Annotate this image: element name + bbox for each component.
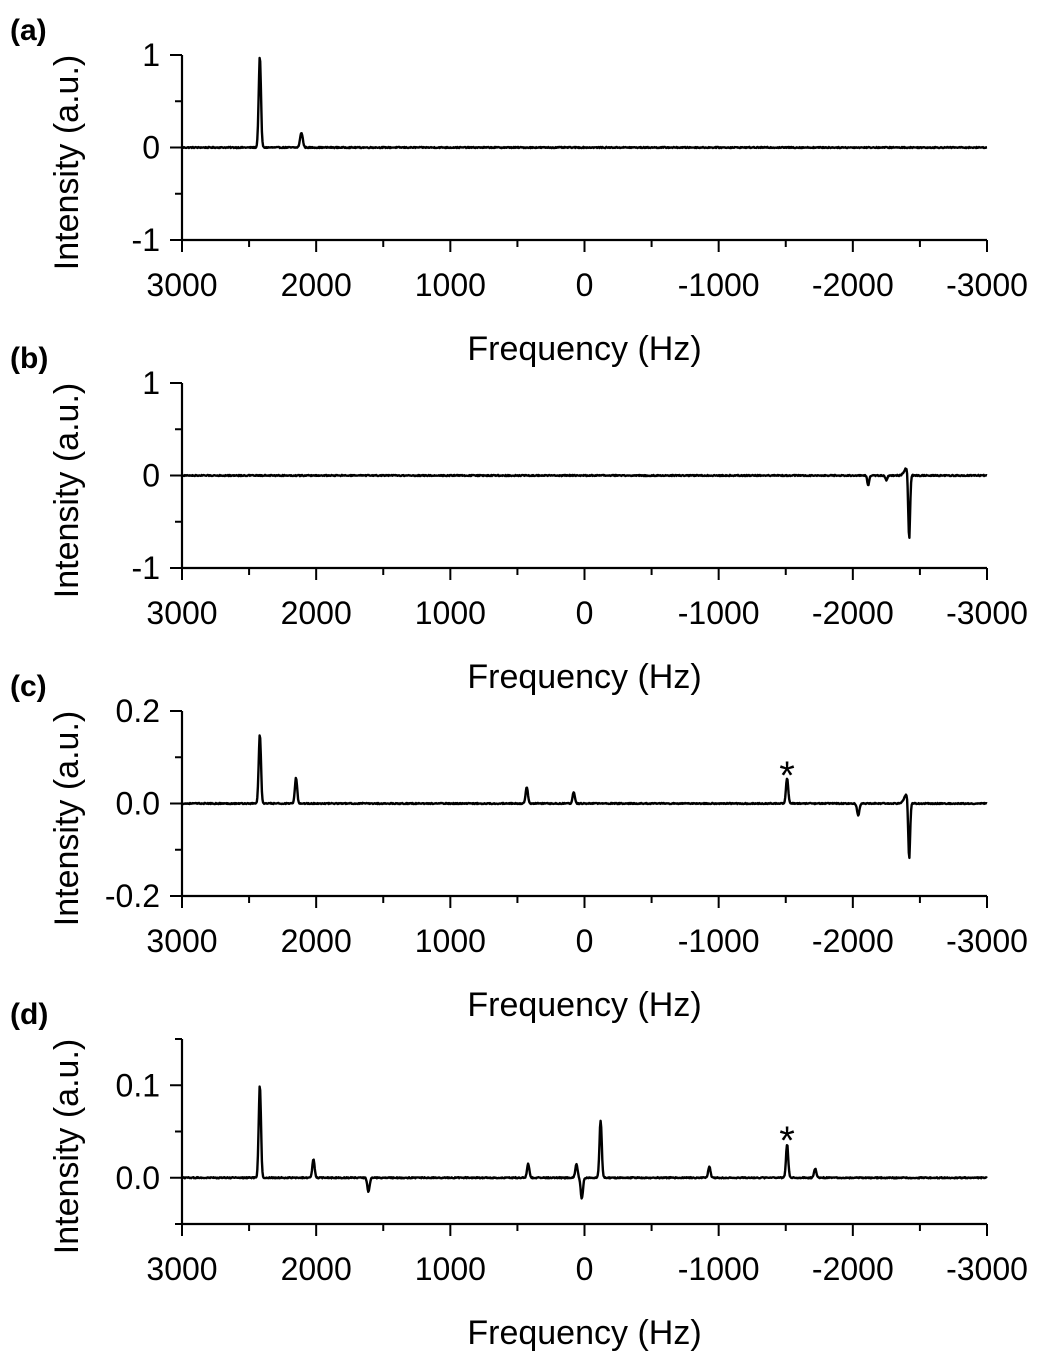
x-tick-label: 0 bbox=[576, 267, 594, 303]
x-tick-label: -1000 bbox=[678, 267, 760, 303]
x-tick-label: 2000 bbox=[281, 1251, 352, 1287]
x-axis-title: Frequency (Hz) bbox=[467, 658, 701, 696]
x-tick-label: -3000 bbox=[946, 1251, 1028, 1287]
x-tick-label: 3000 bbox=[146, 595, 217, 631]
y-tick-label: -1 bbox=[132, 222, 160, 258]
panel-label: (a) bbox=[10, 14, 47, 47]
y-tick-label: 0.2 bbox=[116, 693, 160, 729]
x-tick-label: -2000 bbox=[812, 595, 894, 631]
x-tick-label: -2000 bbox=[812, 1251, 894, 1287]
x-tick-label: 0 bbox=[576, 1251, 594, 1287]
y-tick-label: 0 bbox=[142, 130, 160, 166]
panel-c: (c) 3000 2000 1000 0 -1000 -2000 -3000 Frequency… bbox=[10, 670, 1028, 1024]
x-axis-title: Frequency (Hz) bbox=[467, 1314, 701, 1352]
x-tick-label: 3000 bbox=[146, 923, 217, 959]
x-tick-label: 2000 bbox=[281, 923, 352, 959]
y-tick-label: 0 bbox=[142, 458, 160, 494]
y-tick-label: 1 bbox=[142, 365, 160, 401]
x-tick-label: -3000 bbox=[946, 923, 1028, 959]
spectrum-trace bbox=[181, 56, 988, 150]
x-tick-label: 2000 bbox=[281, 267, 352, 303]
x-tick-label: 2000 bbox=[281, 595, 352, 631]
panel-label: (b) bbox=[10, 342, 48, 375]
y-axis-title: Intensity (a.u.) bbox=[48, 711, 86, 926]
x-tick-label: -1000 bbox=[678, 1251, 760, 1287]
x-axis-title: Frequency (Hz) bbox=[467, 986, 701, 1024]
y-tick-label: 0.1 bbox=[116, 1067, 160, 1103]
panel-label: (c) bbox=[10, 670, 47, 703]
peak-annotation: * bbox=[779, 754, 795, 798]
y-axis-title: Intensity (a.u.) bbox=[48, 383, 86, 598]
panel-label: (d) bbox=[10, 998, 48, 1031]
peak-annotation: * bbox=[779, 1119, 795, 1163]
y-tick-label: 1 bbox=[142, 37, 160, 73]
x-axis-title: Frequency (Hz) bbox=[467, 330, 701, 368]
y-tick-label: -0.2 bbox=[105, 878, 160, 914]
x-tick-label: 0 bbox=[576, 595, 594, 631]
x-tick-label: 3000 bbox=[146, 1251, 217, 1287]
x-tick-label: -2000 bbox=[812, 267, 894, 303]
spectrum-trace bbox=[181, 467, 988, 539]
x-tick-label: 1000 bbox=[415, 923, 486, 959]
panel-b: (b) 3000 2000 1000 0 -1000 -2000 -3000 Frequency… bbox=[10, 342, 1028, 696]
y-tick-label: 0.0 bbox=[116, 1160, 160, 1196]
panel-a: (a) 3000 2000 1000 0 -1000 -2000 -3000 Frequency… bbox=[10, 14, 1028, 368]
x-tick-label: 1000 bbox=[415, 1251, 486, 1287]
panel-d: (d) 3000 2000 1000 0 -1000 -2000 -3000 Frequency… bbox=[10, 998, 1028, 1352]
spectrum-trace bbox=[181, 1085, 988, 1200]
x-tick-label: -1000 bbox=[678, 595, 760, 631]
y-tick-label: -1 bbox=[132, 550, 160, 586]
x-tick-label: -3000 bbox=[946, 595, 1028, 631]
y-axis-title: Intensity (a.u.) bbox=[48, 1039, 86, 1254]
x-tick-label: 1000 bbox=[415, 595, 486, 631]
x-tick-label: -1000 bbox=[678, 923, 760, 959]
x-tick-label: 0 bbox=[576, 923, 594, 959]
x-tick-label: 1000 bbox=[415, 267, 486, 303]
spectrum-trace bbox=[181, 734, 988, 860]
y-tick-label: 0.0 bbox=[116, 786, 160, 822]
x-tick-label: -2000 bbox=[812, 923, 894, 959]
x-tick-label: 3000 bbox=[146, 267, 217, 303]
x-tick-label: -3000 bbox=[946, 267, 1028, 303]
y-axis-title: Intensity (a.u.) bbox=[48, 55, 86, 270]
